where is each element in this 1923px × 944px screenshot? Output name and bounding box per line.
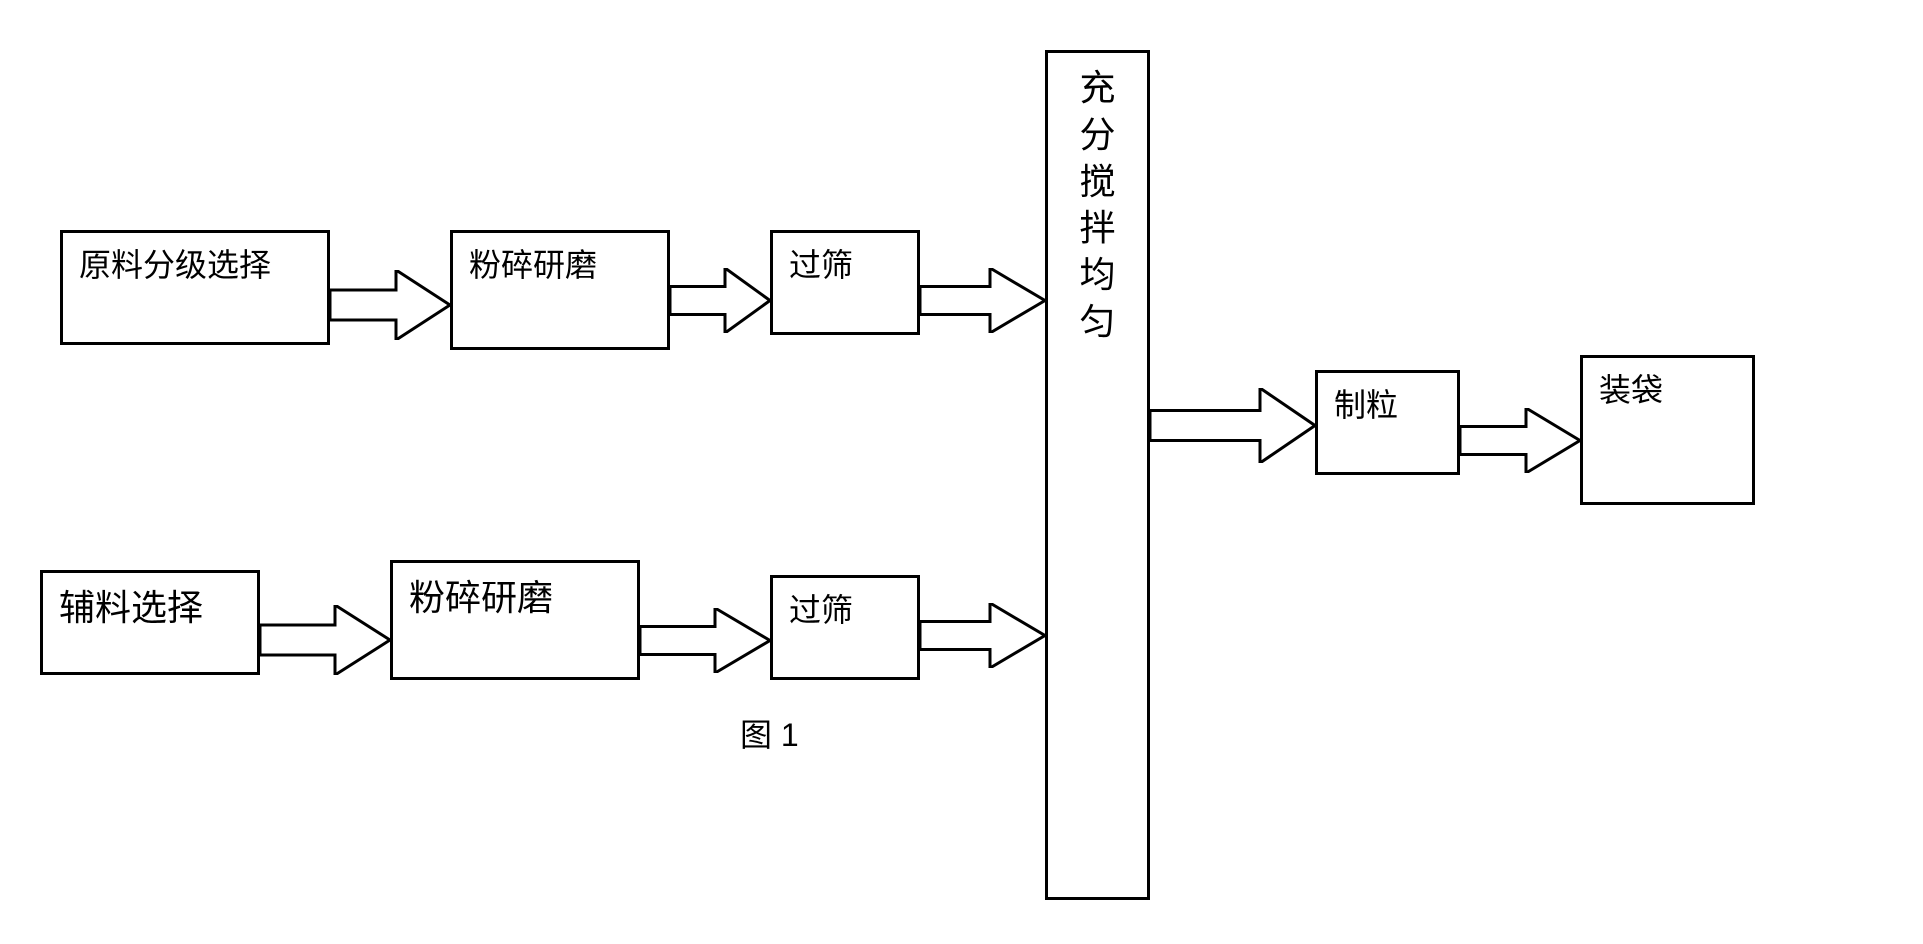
flow-arrow	[920, 268, 1045, 333]
flow-arrow	[920, 603, 1045, 668]
node-label: 充分搅拌均匀	[1064, 65, 1131, 346]
flow-arrow	[1150, 388, 1315, 463]
node-aux-select: 辅料选择	[40, 570, 260, 675]
node-sieve-2: 过筛	[770, 575, 920, 680]
flow-arrow	[330, 270, 450, 340]
figure-caption: 图 1	[740, 710, 799, 756]
flow-arrow	[260, 605, 390, 675]
node-label: 粉碎研磨	[409, 575, 553, 622]
node-label: 辅料选择	[59, 585, 203, 632]
node-mix: 充分搅拌均匀	[1045, 50, 1150, 900]
node-grind-2: 粉碎研磨	[390, 560, 640, 680]
node-sieve-1: 过筛	[770, 230, 920, 335]
caption-text: 图 1	[740, 717, 799, 753]
node-grind-1: 粉碎研磨	[450, 230, 670, 350]
flow-arrow	[1460, 408, 1580, 473]
node-label: 过筛	[789, 245, 853, 287]
node-label: 装袋	[1599, 370, 1663, 412]
flow-arrow	[640, 608, 770, 673]
flow-arrow	[670, 268, 770, 333]
node-label: 原料分级选择	[79, 245, 271, 287]
node-label: 过筛	[789, 590, 853, 632]
node-label: 粉碎研磨	[469, 245, 597, 287]
node-label: 制粒	[1334, 385, 1398, 427]
node-bag: 装袋	[1580, 355, 1755, 505]
node-granulate: 制粒	[1315, 370, 1460, 475]
node-raw-material-select: 原料分级选择	[60, 230, 330, 345]
